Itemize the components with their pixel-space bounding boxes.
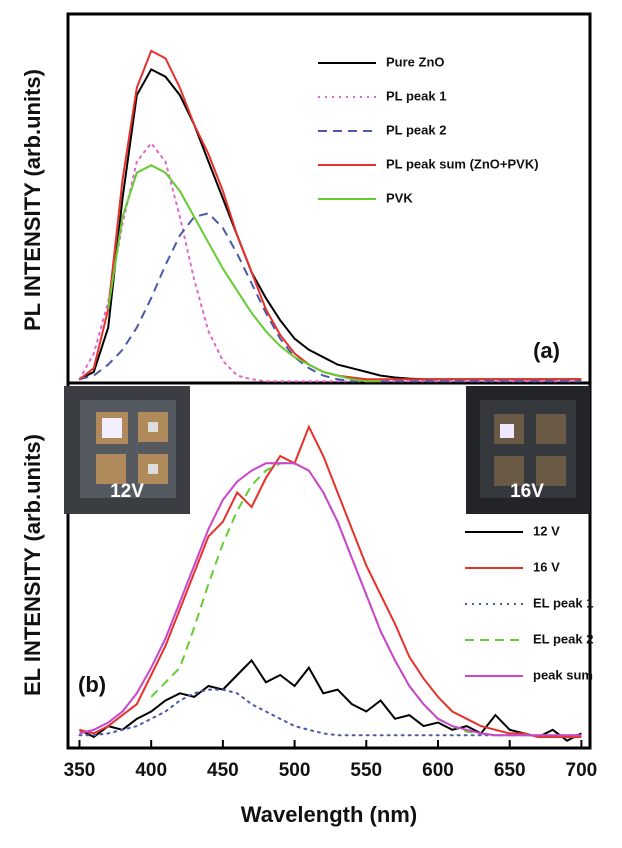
inset-photo-right — [466, 386, 590, 514]
data-line — [79, 658, 582, 742]
x-tick-label: 400 — [135, 760, 167, 781]
inset-label: 16V — [510, 481, 544, 502]
legend-label: peak sum — [533, 667, 593, 682]
inset-label: 12V — [110, 481, 144, 502]
data-line — [79, 68, 582, 381]
data-line — [107, 164, 381, 383]
x-tick-label: 650 — [494, 760, 526, 781]
x-tick-label: 600 — [422, 760, 454, 781]
legend-label: EL peak 1 — [533, 595, 593, 610]
y-axis-title: PL INTENSITY (arb.units) — [20, 69, 45, 331]
x-tick-label: 450 — [207, 760, 239, 781]
data-line — [79, 212, 582, 383]
x-tick-label: 700 — [566, 760, 598, 781]
legend-label: PL peak sum (ZnO+PVK) — [386, 156, 539, 171]
panel-label: (a) — [533, 338, 560, 363]
legend-label: Pure ZnO — [386, 54, 445, 69]
panel-label: (b) — [78, 672, 106, 697]
inset-photo-left — [64, 386, 190, 514]
x-tick-label: 500 — [279, 760, 311, 781]
legend-label: 12 V — [533, 523, 560, 538]
data-line — [78, 141, 583, 383]
legend-label: PL peak 1 — [386, 88, 446, 103]
legend-label: PVK — [386, 190, 413, 205]
legend-label: PL peak 2 — [386, 122, 446, 137]
data-line — [79, 462, 582, 737]
legend-label: EL peak 2 — [533, 631, 593, 646]
x-tick-label: 550 — [350, 760, 382, 781]
legend-label: 16 V — [533, 559, 560, 574]
x-tick-label: 350 — [64, 760, 96, 781]
y-axis-title: EL INTENSITY (arb.units) — [20, 434, 45, 696]
data-line — [79, 424, 582, 738]
data-line — [78, 688, 583, 737]
data-line — [78, 49, 582, 381]
plot-frame — [66, 12, 592, 750]
x-axis-title: Wavelength (nm) — [241, 802, 417, 827]
